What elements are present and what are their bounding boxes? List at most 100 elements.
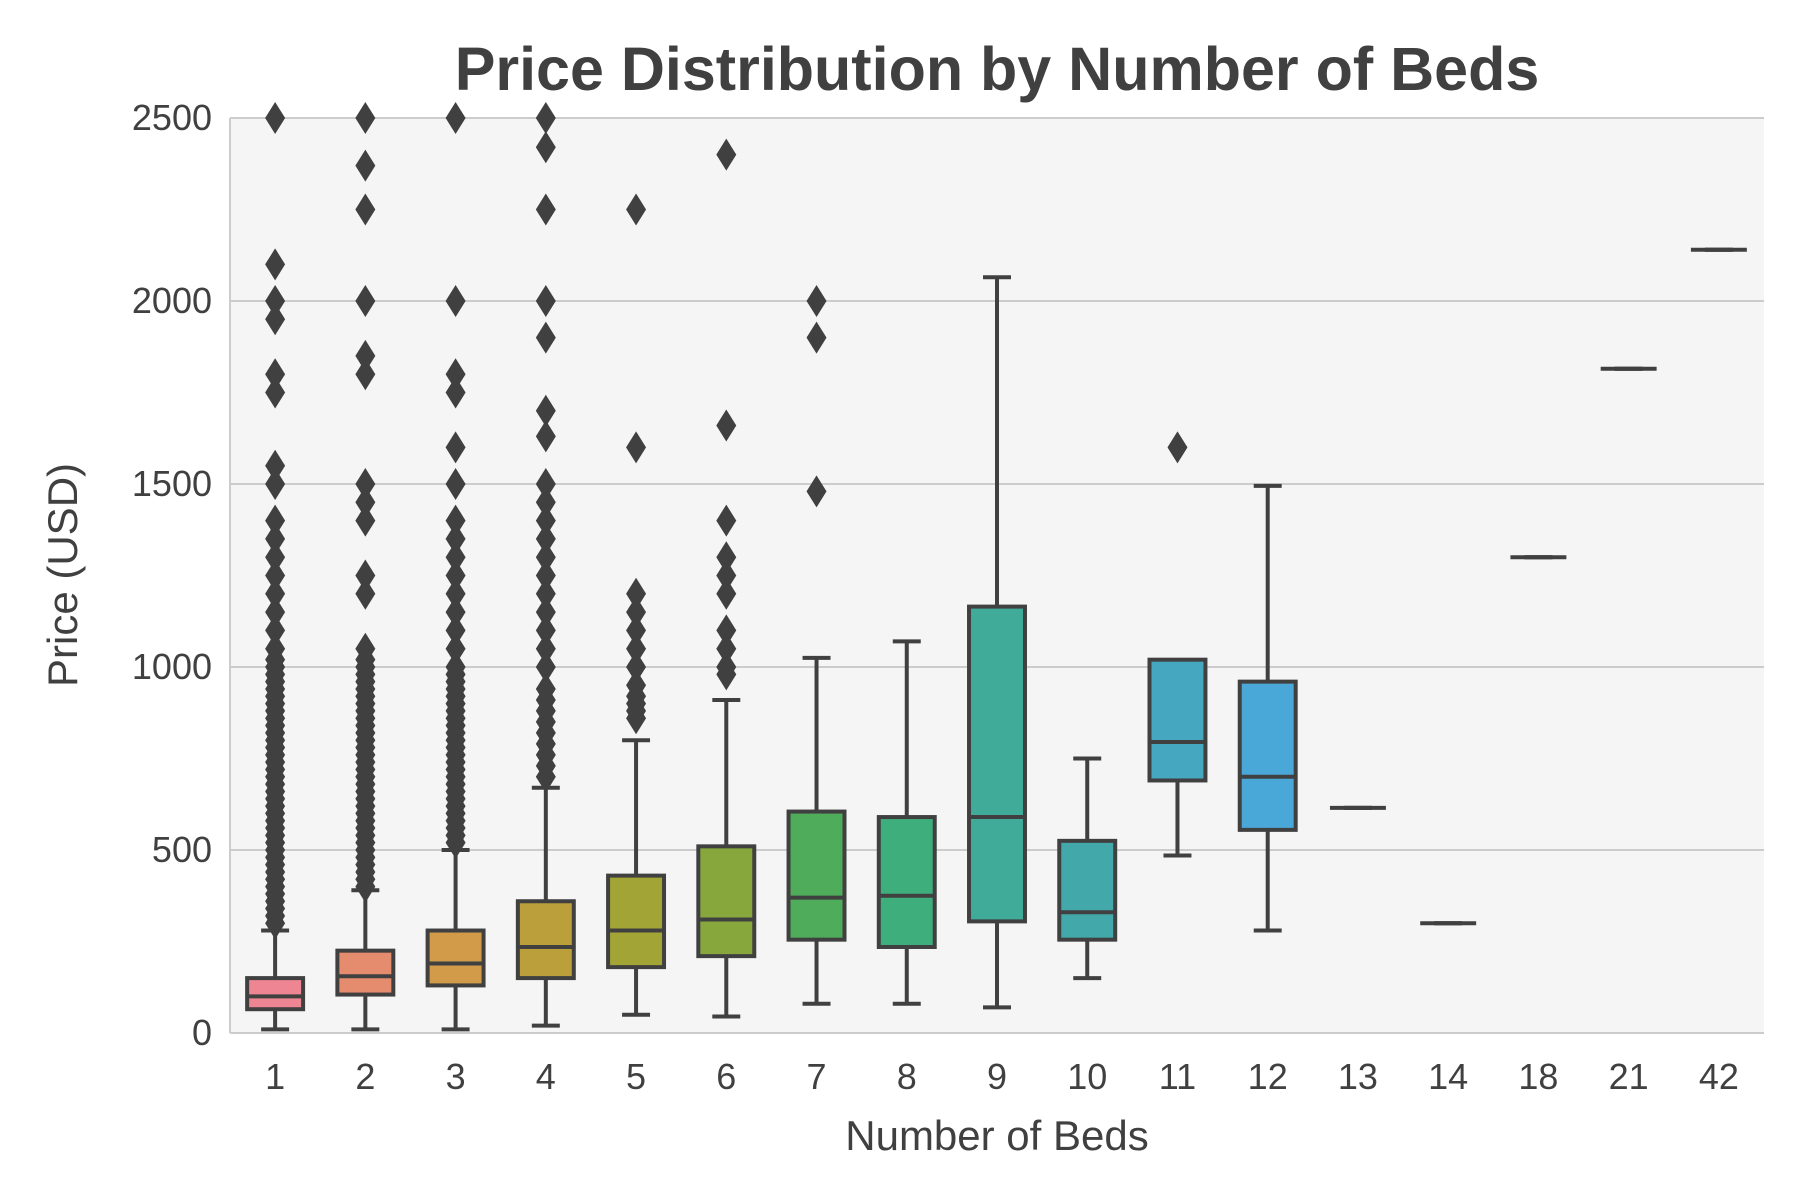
outlier-point: [626, 193, 647, 226]
outlier-point: [265, 358, 286, 391]
x-tick-label: 42: [1699, 1056, 1739, 1097]
x-tick-label: 2: [355, 1056, 375, 1097]
outlier-point: [535, 596, 556, 629]
outlier-point: [445, 376, 466, 409]
x-tick-label: 9: [987, 1056, 1007, 1097]
iqr-box: [425, 928, 486, 988]
outlier-point: [535, 486, 556, 519]
iqr-box: [696, 844, 757, 959]
outlier-point: [535, 651, 556, 683]
iqr-box: [1237, 679, 1298, 832]
iqr-box: [515, 899, 576, 981]
outlier-point: [445, 285, 466, 317]
x-axis-label: Number of Beds: [845, 1112, 1148, 1159]
outlier-point: [535, 577, 556, 610]
x-tick-label: 14: [1428, 1056, 1468, 1097]
iqr-box: [245, 976, 306, 1012]
outlier-point: [445, 102, 466, 134]
outlier-point: [535, 468, 556, 500]
x-tick-label: 5: [626, 1056, 646, 1097]
box-group: [696, 138, 757, 1019]
outlier-point: [445, 559, 466, 592]
outlier-point: [445, 541, 466, 574]
outlier-point: [535, 672, 556, 705]
x-tick-label: 21: [1609, 1056, 1649, 1097]
outlier-point: [535, 614, 556, 647]
outlier-point: [445, 504, 466, 537]
iqr-box: [606, 873, 667, 970]
outlier-point: [535, 285, 556, 317]
outlier-point: [265, 577, 286, 610]
iqr-box: [1057, 838, 1118, 942]
outlier-point: [626, 651, 647, 683]
outlier-point: [355, 486, 376, 519]
outlier-point: [265, 468, 286, 500]
outlier-point: [265, 376, 286, 409]
outlier-point: [626, 669, 647, 702]
x-tick-label: 12: [1248, 1056, 1288, 1097]
outlier-point: [716, 614, 737, 647]
outlier-point: [265, 522, 286, 555]
outlier-point: [445, 522, 466, 555]
outlier-point: [445, 577, 466, 610]
iqr-box: [876, 815, 937, 949]
outlier-point: [355, 339, 376, 372]
x-tick-label: 7: [807, 1056, 827, 1097]
outlier-point: [265, 303, 286, 336]
x-tick-label: 18: [1518, 1056, 1558, 1097]
y-tick-label: 1500: [132, 463, 212, 504]
iqr-box: [967, 604, 1027, 924]
x-tick-label: 8: [897, 1056, 917, 1097]
y-axis-label: Price (USD): [39, 463, 86, 687]
outlier-point: [445, 468, 466, 500]
outlier-point: [355, 285, 376, 317]
box-group: [425, 102, 486, 1032]
outlier-point: [445, 596, 466, 629]
outlier-point: [355, 149, 376, 182]
box-group: [786, 285, 847, 1006]
outlier-point: [445, 431, 466, 464]
outlier-point: [445, 651, 466, 683]
outlier-point: [535, 504, 556, 537]
boxes: [245, 102, 1747, 1032]
chart-title: Price Distribution by Number of Beds: [455, 35, 1540, 103]
outlier-point: [265, 102, 286, 134]
outlier-point: [265, 596, 286, 629]
outlier-point: [355, 102, 376, 134]
box-group: [606, 193, 667, 1017]
outlier-point: [445, 632, 466, 665]
outlier-point: [716, 504, 737, 537]
x-tick-label: 1: [265, 1056, 285, 1097]
iqr-box: [1147, 657, 1208, 783]
outlier-point: [535, 420, 556, 453]
outlier-point: [535, 559, 556, 592]
outlier-point: [265, 285, 286, 317]
box-group: [1147, 431, 1208, 858]
outlier-point: [535, 632, 556, 665]
outlier-point: [806, 285, 827, 317]
outlier-point: [535, 394, 556, 427]
outlier-point: [716, 409, 737, 442]
outlier-point: [716, 651, 737, 683]
outlier-point: [265, 504, 286, 537]
outlier-point: [716, 632, 737, 665]
x-tick-label: 10: [1067, 1056, 1107, 1097]
outlier-point: [355, 577, 376, 610]
x-tick-labels: 1 2 3 4 5 6 7 8 9 10 11 12 13 14 18 21 42: [265, 1056, 1739, 1097]
y-tick-label: 500: [152, 829, 212, 870]
outlier-point: [626, 431, 647, 464]
outlier-point: [355, 559, 376, 592]
box-group: [967, 275, 1027, 1010]
outlier-point: [716, 541, 737, 574]
y-tick-labels: 0 500 1000 1500 2000 2500: [132, 97, 212, 1053]
x-tick-label: 4: [536, 1056, 556, 1097]
box-group: [245, 102, 306, 1032]
outlier-point: [265, 248, 286, 281]
iqr-box: [335, 948, 396, 997]
outlier-point: [265, 632, 286, 665]
iqr-box: [786, 809, 847, 942]
outlier-point: [535, 321, 556, 354]
outlier-point: [535, 131, 556, 164]
outlier-point: [355, 193, 376, 226]
